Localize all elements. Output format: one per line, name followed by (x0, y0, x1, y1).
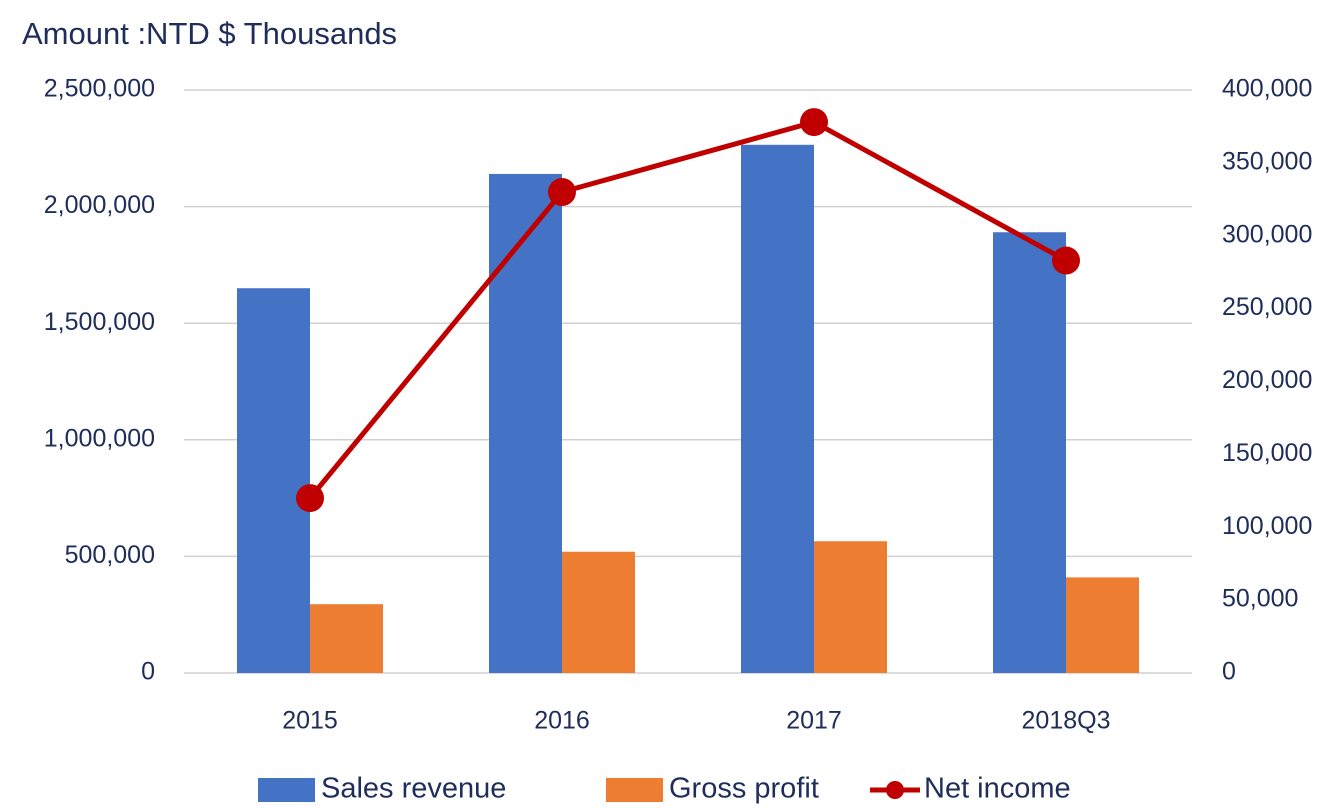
bar (310, 604, 383, 673)
y2-tick-label: 200,000 (1222, 366, 1312, 394)
bar (562, 551, 635, 673)
y2-tick-label: 350,000 (1222, 147, 1312, 175)
bar (489, 173, 562, 673)
bar (1066, 577, 1139, 673)
bar (993, 232, 1066, 673)
legend-swatch (258, 778, 315, 802)
marker (1052, 246, 1080, 275)
legend-marker (886, 781, 904, 799)
y2-tick-label: 250,000 (1222, 293, 1312, 321)
legend-label: Net income (924, 773, 1071, 805)
y2-tick-label: 150,000 (1222, 439, 1312, 467)
x-tick-label: 2015 (282, 707, 338, 735)
marker (548, 178, 576, 207)
y2-tick-label: 100,000 (1222, 512, 1312, 540)
y2-tick-label: 0 (1222, 658, 1236, 686)
y-tick-label: 2,500,000 (44, 75, 155, 103)
y-tick-label: 1,500,000 (44, 308, 155, 336)
y-tick-label: 0 (141, 658, 155, 686)
bar (814, 541, 887, 673)
y-tick-label: 1,000,000 (44, 424, 155, 452)
x-tick-label: 2017 (786, 707, 842, 735)
legend-label: Sales revenue (321, 773, 506, 805)
chart-title: Amount :NTD $ Thousands (22, 16, 397, 51)
legend-label: Gross profit (669, 773, 819, 805)
y2-tick-label: 400,000 (1222, 75, 1312, 103)
y-tick-label: 500,000 (65, 541, 155, 569)
legend-swatch (606, 778, 663, 802)
bar (741, 144, 814, 673)
x-tick-label: 2016 (534, 707, 590, 735)
bar (237, 288, 310, 673)
y2-tick-label: 300,000 (1222, 220, 1312, 248)
y2-tick-label: 50,000 (1222, 585, 1298, 613)
x-tick-label: 2018Q3 (1022, 707, 1111, 735)
line (308, 119, 1068, 500)
marker (296, 484, 324, 513)
y-tick-label: 2,000,000 (44, 191, 155, 219)
marker (800, 108, 828, 137)
